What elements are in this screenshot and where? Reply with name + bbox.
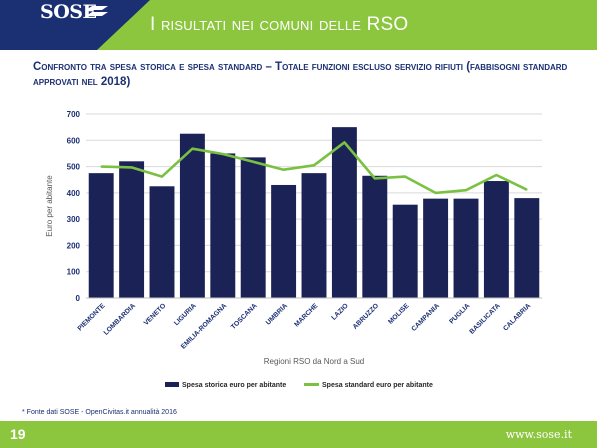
line-point	[130, 166, 133, 169]
slide-title: I risultati nei comuni delle RSO	[150, 14, 409, 35]
x-tick-label: ABRUZZO	[352, 302, 380, 330]
x-tick-label: MARCHE	[293, 302, 319, 328]
bar-liguria	[179, 133, 205, 298]
logo-tab	[0, 0, 150, 50]
bar-molise	[392, 204, 418, 298]
bar-marche	[301, 173, 327, 298]
y-axis-label: Euro per abitante	[45, 175, 54, 237]
chart: 0 100 200 300 400 500 600 700 Euro per abitante P…	[45, 110, 542, 389]
line-point	[313, 164, 315, 167]
x-axis-label: Regioni RSO da Nord a Sud	[264, 357, 365, 366]
line-point	[191, 147, 194, 150]
line-point	[404, 175, 407, 178]
line-point	[252, 161, 254, 163]
bar-emilia-romagna	[210, 153, 236, 298]
header-bar: SOSE I risultati nei comuni delle RSO	[0, 0, 597, 50]
bar-calabria	[514, 198, 540, 298]
y-tick-label: 400	[67, 189, 81, 198]
x-tick-label: CALABRIA	[502, 302, 532, 332]
legend-label-spesa-storica: Spesa storica euro per abitante	[182, 382, 286, 389]
footnote: * Fonte dati SOSE - OpenCivitas.it annua…	[22, 409, 177, 416]
y-tick-label: 600	[67, 136, 81, 145]
x-tick-label: VENETO	[143, 302, 168, 327]
website-link[interactable]: www.sose.it	[505, 428, 572, 441]
line-point	[222, 153, 224, 155]
bar-campania	[423, 198, 449, 298]
line-point	[495, 174, 498, 176]
x-tick-label: PIEMONTE	[77, 302, 107, 332]
y-tick-label: 500	[67, 163, 81, 172]
logo-arrows-icon	[86, 6, 108, 16]
x-tick-label: LAZIO	[330, 302, 349, 321]
y-tick-label: 300	[67, 215, 81, 224]
y-tick-label: 0	[76, 294, 81, 303]
x-tick-label: LOMBARDIA	[103, 302, 137, 336]
bar-lombardia	[119, 161, 145, 298]
x-tick-label: CAMPANIA	[411, 302, 442, 333]
x-tick-label: PUGLIA	[448, 302, 471, 325]
line-point	[282, 168, 285, 171]
footer-bar: 19 www.sose.it	[0, 421, 597, 448]
sose-logo: SOSE	[40, 1, 97, 23]
x-tick-label: BASILICATA	[468, 302, 501, 335]
line-point	[161, 175, 163, 178]
bar-basilicata	[483, 181, 509, 298]
legend-swatch-spesa-storica	[165, 382, 179, 387]
line-point	[100, 165, 102, 168]
x-tick-label: TOSCANA	[230, 302, 259, 331]
bar-puglia	[453, 198, 479, 298]
line-point	[526, 188, 528, 191]
bar-umbria	[271, 184, 297, 298]
line-point	[434, 192, 437, 194]
x-tick-label: UMBRIA	[265, 302, 289, 326]
y-tick-label: 700	[67, 110, 81, 119]
bar-piemonte	[88, 173, 114, 298]
y-tick-label: 100	[67, 268, 81, 277]
line-point	[465, 189, 467, 192]
y-tick-label: 200	[67, 241, 81, 250]
chart-subtitle: Confronto tra spesa storica e spesa stan…	[33, 61, 568, 88]
line-point	[374, 177, 376, 180]
x-tick-label: LIGURIA	[173, 302, 198, 327]
line-point	[343, 141, 346, 144]
x-tick-label: MOLISE	[387, 302, 411, 326]
bar-toscana	[240, 157, 266, 298]
page-number: 19	[10, 426, 26, 442]
bar-abruzzo	[362, 175, 388, 298]
legend-label-spesa-standard: Spesa standard euro per abitante	[322, 382, 433, 389]
bar-lazio	[331, 127, 357, 299]
bar-veneto	[149, 186, 175, 298]
